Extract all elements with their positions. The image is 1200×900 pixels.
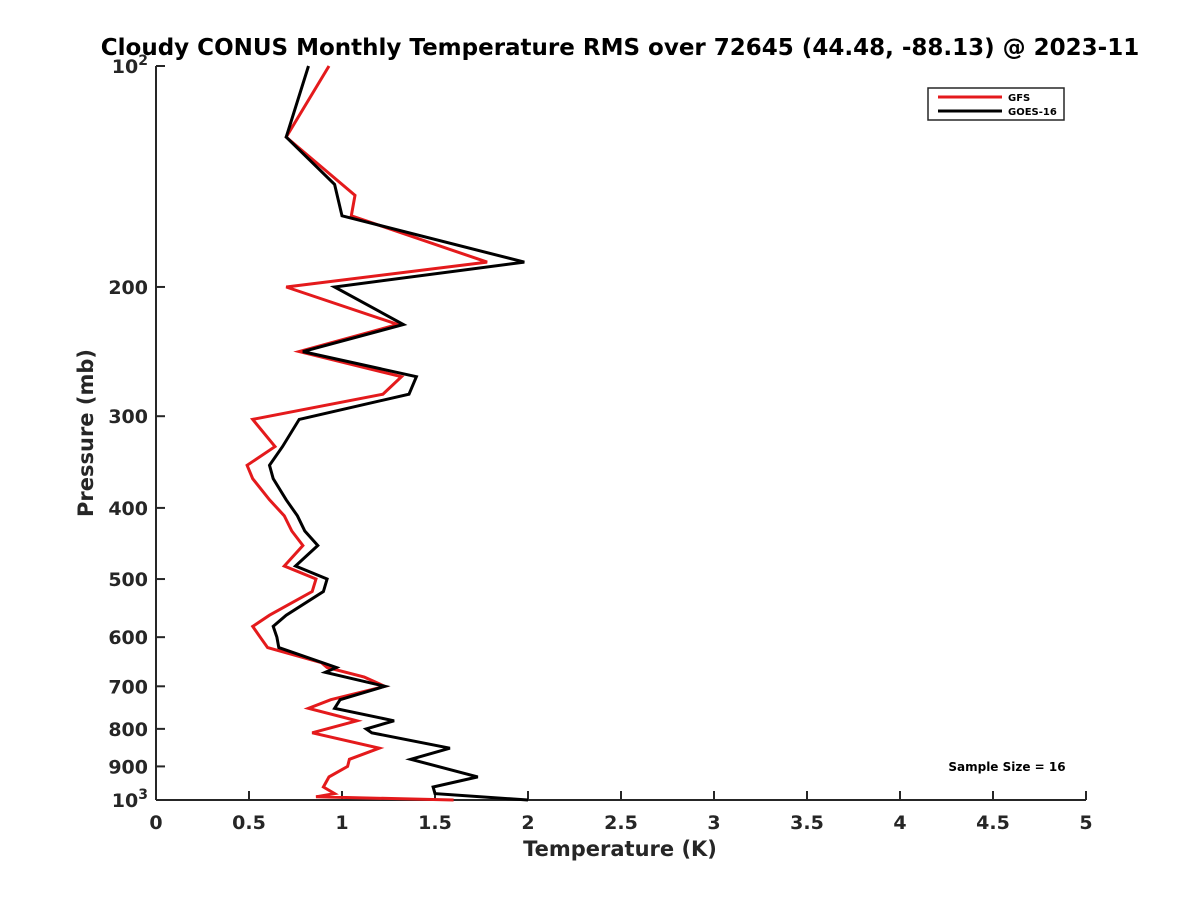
chart-title: Cloudy CONUS Monthly Temperature RMS ove… [101,35,1139,61]
series-lines [245,65,529,802]
x-axis-label: Temperature (K) [523,837,717,861]
series-line-goes-16 [267,65,529,802]
x-tick-label: 1.5 [418,812,452,834]
y-axis-label: Pressure (mb) [74,349,98,517]
y-tick-label: 900 [108,756,148,778]
x-tick-label: 4 [893,812,906,834]
y-tick-label: 300 [108,406,148,428]
x-tick-label: 0 [149,812,162,834]
y-tick-label: 700 [108,676,148,698]
x-axis-ticks: 0 0.5 1 1.5 2 2.5 3 3.5 4 4.5 5 [149,791,1093,834]
x-tick-label: 5 [1079,812,1092,834]
legend: GFS GOES-16 [927,87,1065,121]
x-tick-label: 0.5 [232,812,266,834]
y-tick-label: 102 [112,53,148,78]
x-tick-label: 2.5 [604,812,638,834]
x-tick-label: 3.5 [790,812,824,834]
x-tick-label: 2 [521,812,534,834]
y-axis-ticks: 102 200 300 400 500 600 700 800 900 103 [108,53,165,812]
y-tick-label: 500 [108,569,148,591]
sample-size-annotation: Sample Size = 16 [948,760,1065,774]
y-tick-label: 200 [108,277,148,299]
legend-label: GFS [1008,93,1030,104]
legend-box [927,87,1065,121]
y-tick-label: 103 [112,787,148,812]
y-tick-label: 800 [108,719,148,741]
legend-label: GOES-16 [1008,107,1057,118]
x-tick-label: 1 [335,812,348,834]
y-tick-label: 400 [108,498,148,520]
x-tick-label: 4.5 [976,812,1010,834]
x-tick-label: 3 [707,812,720,834]
y-tick-label: 600 [108,627,148,649]
